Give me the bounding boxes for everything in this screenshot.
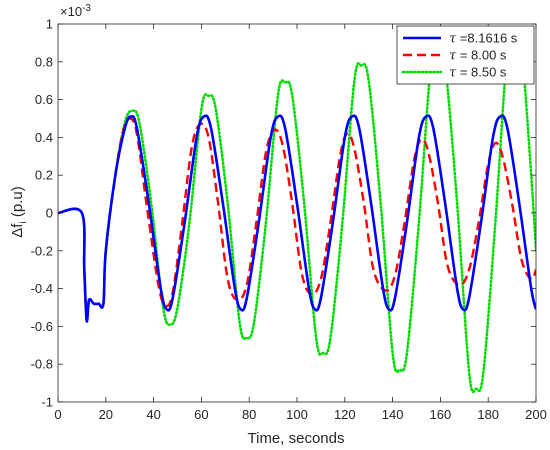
y-tick-label: -0.6: [31, 319, 53, 334]
x-tick-label: 200: [525, 407, 547, 422]
x-tick-label: 120: [334, 407, 356, 422]
y-tick-label: -0.8: [31, 357, 53, 372]
y-scale-base: ×10: [60, 4, 82, 19]
x-tick-label: 20: [99, 407, 113, 422]
x-tick-label: 60: [194, 407, 208, 422]
y-tick-label: 0.2: [35, 168, 53, 183]
series-line-3: [58, 28, 536, 394]
y-tick-label: 0: [46, 206, 53, 221]
legend-tau-symbol: τ: [449, 49, 457, 64]
y-axis-label-main: Δf: [9, 223, 26, 238]
x-tick-label: 80: [242, 407, 256, 422]
x-tick-label: 0: [54, 407, 61, 422]
y-tick-label: -0.2: [31, 243, 53, 258]
y-scale-exponent: -3: [82, 3, 91, 14]
y-tick-label: 0.8: [35, 54, 53, 69]
legend-tau-symbol: τ: [449, 32, 457, 47]
y-tick-label: -0.4: [31, 281, 53, 296]
y-tick-label: 0.4: [35, 130, 53, 145]
x-tick-label: 140: [382, 407, 404, 422]
plot-area: [58, 24, 536, 402]
legend-series-name: = 8.00 s: [456, 48, 507, 63]
x-tick-label: 180: [477, 407, 499, 422]
x-tick-label: 40: [146, 407, 160, 422]
legend-label-3: τ = 8.50 s: [449, 65, 507, 81]
legend-series-name: =8.1616 s: [456, 31, 518, 46]
legend-label-2: τ = 8.00 s: [449, 48, 507, 64]
legend-tau-symbol: τ: [449, 66, 457, 81]
y-axis-label-unit: (p.u): [9, 186, 26, 221]
legend-label-1: τ =8.1616 s: [449, 31, 518, 47]
y-tick-label: 1: [46, 17, 53, 32]
x-tick-label: 100: [286, 407, 308, 422]
y-tick-label: -1: [41, 395, 53, 410]
y-scale-label: ×10-3: [60, 3, 91, 19]
legend: τ =8.1616 sτ = 8.00 sτ = 8.50 s: [396, 25, 535, 85]
y-axis-label-subscript: i: [18, 221, 29, 223]
x-axis-label: Time, seconds: [248, 430, 345, 447]
y-tick-label: 0.6: [35, 92, 53, 107]
x-tick-label: 160: [430, 407, 452, 422]
legend-series-name: = 8.50 s: [456, 65, 507, 80]
series-line-1: [58, 114, 536, 323]
y-axis-label: Δfi (p.u): [9, 186, 29, 237]
